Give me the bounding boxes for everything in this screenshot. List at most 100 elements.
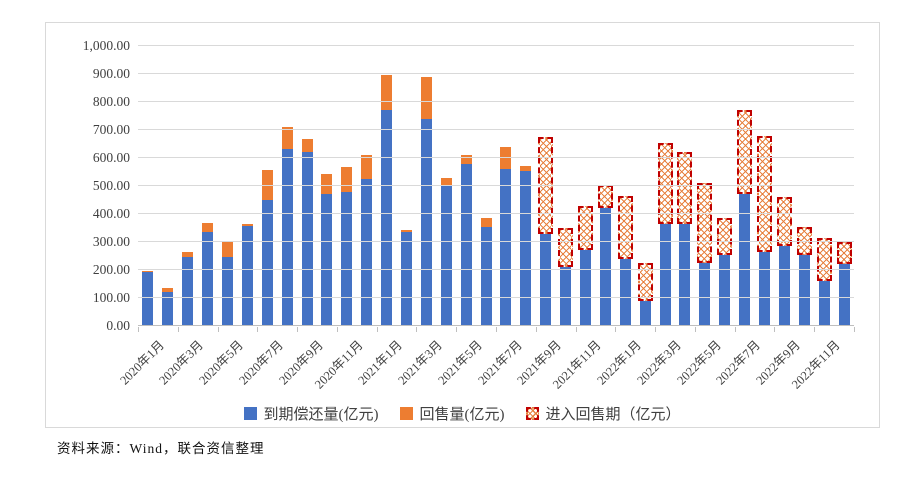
bar-slot xyxy=(556,46,576,326)
maturity-bar-segment xyxy=(520,170,532,326)
plot-area xyxy=(138,45,854,326)
bar-slot xyxy=(297,46,317,326)
maturity-bar-segment xyxy=(619,258,631,326)
gridline xyxy=(138,213,854,214)
bar-slot xyxy=(178,46,198,326)
putback-bar-segment xyxy=(241,223,253,226)
x-axis-tick xyxy=(854,327,855,332)
bar-stack-2021年11月 xyxy=(578,46,594,326)
maturity-bar-segment xyxy=(838,264,850,326)
put-period-bar-segment xyxy=(558,228,574,268)
y-axis-tick-label: 100.00 xyxy=(92,290,130,305)
put-period-bar-segment xyxy=(757,135,773,252)
bar-slot xyxy=(755,46,775,326)
x-axis-tick xyxy=(177,327,179,332)
x-axis-tick xyxy=(416,327,418,332)
bar-stack-2022年2月 xyxy=(637,46,653,326)
maturity-bar-segment xyxy=(321,194,333,326)
legend: 到期偿还量(亿元) 回售量(亿元) 进入回售期（亿元） xyxy=(46,402,879,424)
bar-slot xyxy=(775,46,795,326)
y-axis-tick-label: 300.00 xyxy=(92,234,130,249)
maturity-bar-segment xyxy=(202,232,214,326)
legend-item: 回售量(亿元) xyxy=(400,403,504,424)
bar-stack-2022年9月 xyxy=(776,46,792,326)
x-axis-tick xyxy=(496,327,497,332)
putback-bar-segment xyxy=(341,166,353,192)
bar-slot xyxy=(496,46,516,326)
bar-stack-2020年2月 xyxy=(162,46,174,326)
bar-slot xyxy=(277,46,297,326)
put-period-bar-segment xyxy=(776,197,792,247)
put-period-bar-segment xyxy=(657,142,673,224)
bar-stack-2020年9月 xyxy=(301,46,313,326)
y-axis-tick-label: 600.00 xyxy=(92,150,130,165)
bar-stack-2020年8月 xyxy=(281,46,293,326)
bar-slot xyxy=(695,46,715,326)
gridline xyxy=(138,241,854,242)
bar-stack-2022年4月 xyxy=(677,46,693,326)
x-axis-labels: 2020年1月 2020年3月 2020年5月 2020年7月 2020年9月 2020年… xyxy=(116,337,843,392)
y-axis-tick-label: 1,000.00 xyxy=(82,38,130,53)
put-period-bar-segment xyxy=(677,152,693,224)
bar-stack-2022年8月 xyxy=(757,46,773,326)
maturity-bar-segment xyxy=(341,191,353,326)
bar-stack-2020年5月 xyxy=(222,46,233,326)
bar-slot xyxy=(317,46,337,326)
gridline xyxy=(138,73,854,74)
putback-bar-segment xyxy=(460,155,472,164)
bar-stack-2022年5月 xyxy=(697,46,713,326)
legend-orange-square-icon xyxy=(400,406,414,420)
bar-slot xyxy=(715,46,735,326)
maturity-bar-segment xyxy=(182,257,194,326)
y-axis-tick-label: 200.00 xyxy=(92,262,130,277)
gridline xyxy=(138,157,854,158)
bar-slot xyxy=(615,46,635,326)
put-period-bar-segment xyxy=(697,183,713,263)
putback-bar-segment xyxy=(361,155,373,179)
bar-stack-2022年6月 xyxy=(717,46,733,326)
bar-series-area xyxy=(138,46,854,326)
x-axis-tick xyxy=(535,327,537,332)
maturity-bar-segment xyxy=(222,257,233,326)
x-axis-tick xyxy=(297,327,299,332)
bar-stack-2022年10月 xyxy=(796,46,812,326)
maturity-bar-segment xyxy=(500,169,512,326)
bar-stack-2021年5月 xyxy=(460,46,472,326)
bar-slot xyxy=(218,46,238,326)
legend-blue-square-icon xyxy=(244,406,258,420)
x-axis-tick xyxy=(336,327,338,332)
maturity-bar-segment xyxy=(261,200,273,326)
x-axis-tick xyxy=(814,327,816,332)
chart-container: 1,000.00 900.00 800.00 700.00 600.00 500.00 40… xyxy=(45,22,880,428)
bar-stack-2022年11月 xyxy=(816,46,832,326)
legend-label: 到期偿还量(亿元) xyxy=(263,406,379,423)
legend-item: 进入回售期（亿元） xyxy=(526,403,681,424)
y-axis-tick-label: 0.00 xyxy=(106,318,130,333)
bar-stack-2021年7月 xyxy=(500,46,512,326)
gridline xyxy=(138,297,854,298)
gridline xyxy=(138,129,854,130)
bar-slot xyxy=(814,46,834,326)
maturity-bar-segment xyxy=(599,208,611,326)
maturity-bar-segment xyxy=(818,281,830,326)
y-axis-labels: 1,000.00 900.00 800.00 700.00 600.00 500.00 40… xyxy=(46,38,130,333)
bar-stack-2021年1月 xyxy=(381,46,393,326)
maturity-bar-segment xyxy=(540,233,552,326)
bar-slot xyxy=(516,46,536,326)
bar-slot xyxy=(397,46,417,326)
bar-stack-2021年4月 xyxy=(440,46,452,326)
x-axis-tick xyxy=(734,327,736,332)
gridline xyxy=(138,101,854,102)
putback-bar-segment xyxy=(281,126,293,149)
bar-stack-2022年1月 xyxy=(617,46,633,326)
gridline xyxy=(138,269,854,270)
maturity-bar-segment xyxy=(719,254,731,326)
bar-stack-2021年10月 xyxy=(558,46,574,326)
bar-slot xyxy=(735,46,755,326)
maturity-bar-segment xyxy=(281,148,293,326)
put-period-bar-segment xyxy=(597,184,613,209)
maturity-bar-segment xyxy=(480,226,492,326)
bar-slot xyxy=(337,46,357,326)
bar-slot xyxy=(436,46,456,326)
bar-stack-2020年6月 xyxy=(241,46,253,326)
